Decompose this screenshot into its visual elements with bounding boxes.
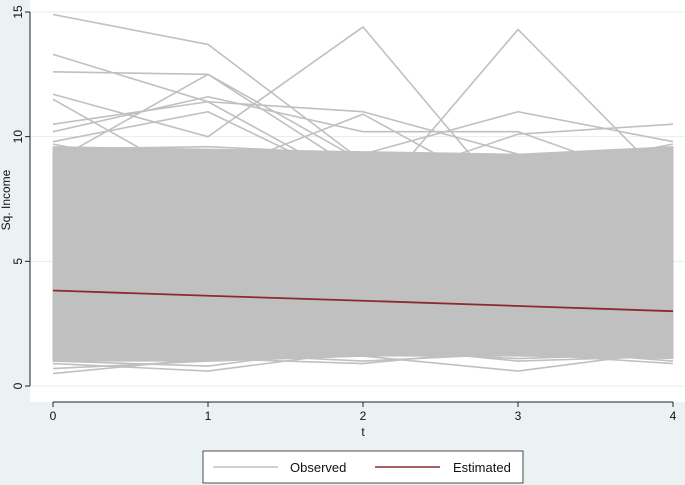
observed-line-15 bbox=[52, 345, 674, 367]
y-axis-title: Sq. Income bbox=[0, 169, 13, 230]
x-tick-label-3: 3 bbox=[515, 409, 522, 423]
legend: Observed Estimated bbox=[202, 450, 524, 484]
observed-line-10 bbox=[52, 73, 674, 175]
legend-label-estimated: Estimated bbox=[453, 460, 511, 475]
observed-line-3 bbox=[52, 26, 674, 213]
observed-band bbox=[52, 146, 674, 362]
observed-line-5 bbox=[52, 100, 674, 188]
x-tick-label-1: 1 bbox=[205, 409, 212, 423]
y-tick-label-3: 15 bbox=[11, 5, 25, 19]
observed-line-11 bbox=[52, 143, 674, 188]
observed-band-area bbox=[52, 146, 674, 362]
axes: 0 5 10 15 0 1 2 3 4 bbox=[11, 5, 677, 423]
x-tick-label-0: 0 bbox=[50, 409, 57, 423]
x-tick-label-2: 2 bbox=[360, 409, 367, 423]
x-axis-title: t bbox=[361, 425, 365, 439]
estimated-line-group bbox=[52, 289, 674, 313]
observed-line-8 bbox=[52, 113, 674, 200]
observed-line-6 bbox=[52, 95, 674, 188]
observed-lines bbox=[52, 13, 674, 375]
estimated-line bbox=[52, 289, 674, 313]
observed-line-7 bbox=[52, 110, 674, 188]
observed-line-9 bbox=[52, 110, 674, 155]
y-tick-label-1: 5 bbox=[11, 258, 25, 265]
y-tick-label-0: 0 bbox=[11, 382, 25, 389]
x-tick-label-4: 4 bbox=[670, 409, 677, 423]
observed-line-4 bbox=[52, 28, 674, 213]
legend-label-observed: Observed bbox=[290, 460, 346, 475]
observed-line-13 bbox=[52, 347, 674, 375]
y-tick-label-2: 10 bbox=[11, 130, 25, 144]
observed-line-16 bbox=[52, 352, 674, 365]
